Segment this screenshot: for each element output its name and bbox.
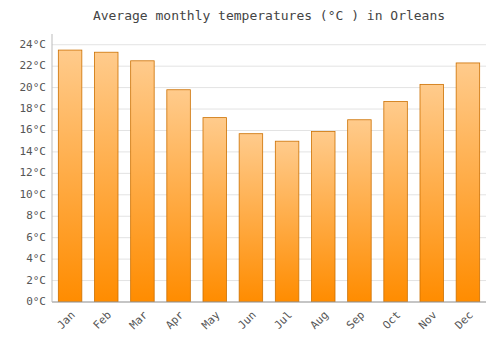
x-tick-label: Sep: [344, 309, 367, 332]
y-tick-label: 6°C: [26, 231, 46, 244]
bar: [58, 50, 82, 302]
title: Average monthly temperatures (°C ) in Or…: [93, 8, 445, 23]
x-tick-label: Mar: [127, 308, 151, 332]
x-tick-label: Jun: [235, 309, 258, 332]
bar: [131, 61, 155, 302]
bars: [58, 50, 479, 302]
x-tick-label: Dec: [452, 309, 475, 332]
y-tick-label: 16°C: [20, 123, 47, 136]
y-tick-label: 22°C: [20, 59, 47, 72]
x-tick-label: Feb: [91, 309, 114, 332]
x-tick-labels: Jan Feb Mar Apr May Jun Jul Aug Sep Oct Nov Dec: [55, 308, 476, 332]
y-tick-label: 14°C: [20, 145, 47, 158]
y-tick-label: 4°C: [26, 252, 46, 265]
y-tick-label: 20°C: [20, 81, 47, 94]
y-axis-line: [52, 34, 53, 302]
bar: [94, 52, 118, 302]
bar: [420, 84, 444, 302]
y-tick-label: 12°C: [20, 166, 47, 179]
bar: [275, 141, 299, 302]
x-tick-label: Nov: [416, 308, 440, 332]
x-tick-label: Apr: [163, 308, 187, 332]
bar: [167, 90, 191, 302]
y-tick-labels: 0°C 2°C 4°C 6°C 8°C 10°C 12°C 14°C 16°C 18°C 20°C 2…: [20, 38, 47, 308]
y-tick-label: 0°C: [26, 295, 46, 308]
bar: [348, 120, 372, 302]
x-tick-label: Oct: [380, 309, 403, 332]
x-tick-label: May: [199, 308, 223, 332]
grid-line: [52, 44, 486, 45]
x-tick-label: Aug: [308, 309, 331, 332]
y-tick-label: 10°C: [20, 188, 47, 201]
bar: [311, 132, 335, 302]
chart: 0°C 2°C 4°C 6°C 8°C 10°C 12°C 14°C 16°C 18°C 20°C 2…: [0, 0, 500, 350]
grid: [52, 45, 486, 302]
bar: [239, 134, 263, 302]
x-axis-line: [52, 302, 486, 303]
bar: [456, 63, 480, 302]
grid-line: [52, 302, 486, 303]
x-tick-label: Jul: [272, 309, 295, 332]
bar: [203, 118, 227, 302]
bar: [384, 102, 408, 302]
y-tick-label: 18°C: [20, 102, 47, 115]
y-tick-label: 8°C: [26, 209, 46, 222]
y-tick-label: 2°C: [26, 274, 46, 287]
y-tick-label: 24°C: [20, 38, 47, 51]
x-tick-label: Jan: [55, 309, 78, 332]
